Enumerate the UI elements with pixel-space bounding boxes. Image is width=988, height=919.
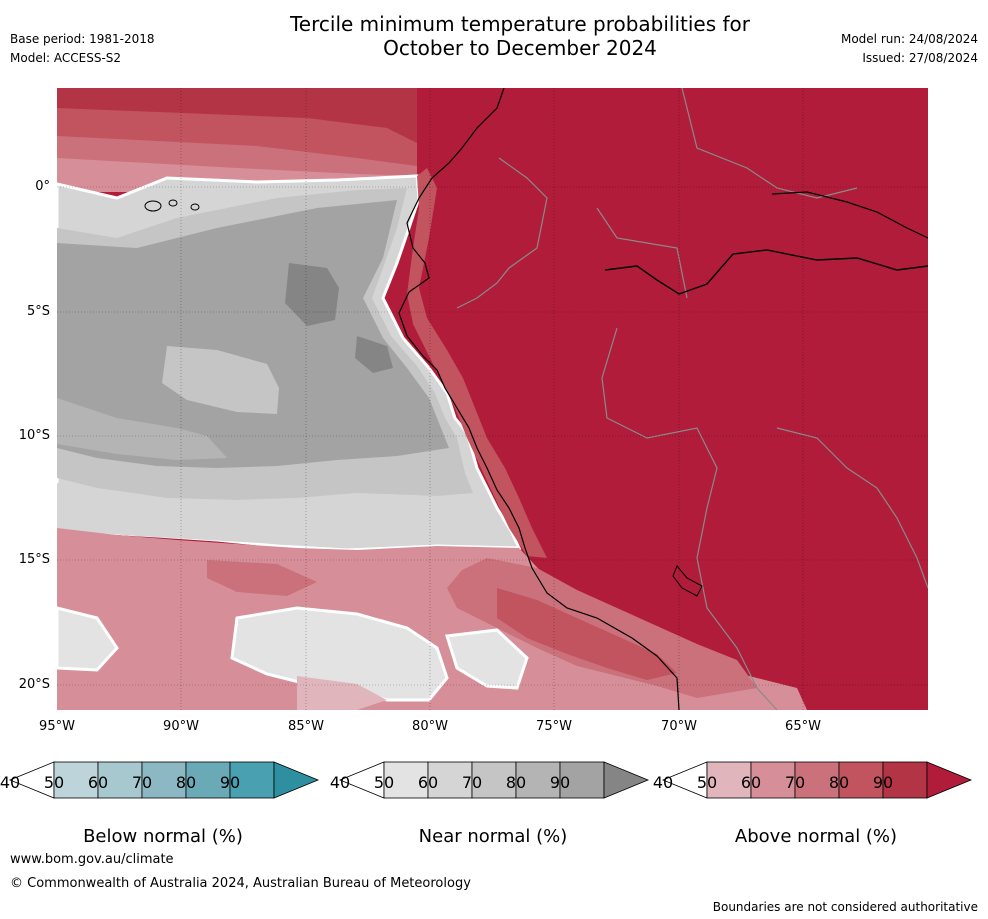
lon-tick-75w: 75°W [536,719,572,734]
colorbar-above-normal-tick-70: 70 [784,773,806,792]
colorbar-below-normal [8,761,320,799]
colorbar-above-normal-segment-4 [882,761,928,799]
colorbar-above-normal-tick-50: 50 [696,773,718,792]
above-normal-south-light-2 [297,676,387,710]
near-normal-south-patch [230,606,449,702]
copyright-text: © Commonwealth of Australia 2024, Austra… [10,876,471,891]
lon-tick-90w: 90°W [163,719,199,734]
colorbar-near-normal-segment-2 [471,761,517,799]
bom-url-link[interactable]: www.bom.gov.au/climate [10,852,174,867]
colorbars [8,761,973,799]
model-text: Model: ACCESS-S2 [10,51,122,65]
colorbar-above-normal-tick-80: 80 [828,773,850,792]
colorbar-near-normal-segment-4 [559,761,605,799]
colorbar-above-normal-tick-40: 40 [652,773,674,792]
base-period-text: Base period: 1981-2018 [10,32,155,46]
country-borders [456,88,928,710]
colorbar-near-normal-tick-60: 60 [417,773,439,792]
near-normal-light-patch-2 [57,398,227,460]
colorbar-below-normal-segment-1 [97,761,143,799]
colorbar-above-normal-high-extend [926,761,973,799]
colorbar-above-normal-tick-60: 60 [740,773,762,792]
colorbar-below-normal-segment-4 [229,761,275,799]
lon-tick-65w: 65°W [785,719,821,734]
chart-title-line1: Tercile minimum temperature probabilitie… [289,12,751,36]
probability-map [57,88,928,710]
lat-tick-20s: 20°S [18,677,50,692]
near-normal-light-patch-1 [162,346,279,414]
above-normal-south-band-70 [497,588,677,680]
colorbar-near-normal-tick-40: 40 [329,773,351,792]
gridlines [57,88,928,710]
colorbar-below-normal-title: Below normal (%) [83,826,243,847]
model-run-text: Model run: 24/08/2024 [840,32,978,46]
lon-tick-95w: 95°W [39,719,75,734]
colorbar-below-normal-tick-40: 40 [0,773,21,792]
near-normal-dark-patch-2 [355,336,393,373]
colorbar-below-normal-segment-0 [53,761,99,799]
colorbar-below-normal-segment-3 [185,761,231,799]
chart-title: Tercile minimum temperature probabilitie… [200,12,840,60]
chart-title-line2: October to December 2024 [383,36,657,60]
amazon-river-north [771,191,928,239]
near-normal-light-patch-3 [57,483,517,548]
colorbar-above-normal-segment-0 [706,761,752,799]
lat-tick-15s: 15°S [18,552,50,567]
colorbar-below-normal-tick-70: 70 [131,773,153,792]
galapagos-island-1 [144,200,162,212]
near-normal-south-patch-2 [445,628,529,690]
colorbar-above-normal-segment-3 [838,761,884,799]
disclaimer-text: Boundaries are not considered authoritat… [712,900,978,914]
colorbar-above-normal-title: Above normal (%) [734,826,898,847]
colorbar-near-normal-title: Near normal (%) [418,826,568,847]
galapagos-island-3 [190,203,200,211]
colorbar-below-normal-tick-50: 50 [43,773,65,792]
amazon-river [604,249,928,295]
colorbar-near-normal-tick-90: 90 [549,773,571,792]
above-normal-south-band-60 [207,560,317,596]
lake-titicaca [672,565,703,597]
lon-tick-85w: 85°W [288,719,324,734]
near-normal-dark-patch-1 [285,263,339,326]
issued-text: Issued: 27/08/2024 [862,51,978,65]
lat-tick-5s: 5°S [26,304,50,319]
colorbar-below-normal-segment-2 [141,761,187,799]
above-normal-south-light-1 [57,606,119,672]
lon-tick-80w: 80°W [412,719,448,734]
colorbar-above-normal [661,761,973,799]
lat-tick-10s: 10°S [18,428,50,443]
above-normal-south-band-60-coast [447,558,757,698]
lon-tick-70w: 70°W [661,719,697,734]
colorbar-near-normal-segment-3 [515,761,561,799]
colorbar-near-normal-segment-0 [383,761,429,799]
coastline [398,88,680,710]
colorbar-near-normal-high-extend [603,761,650,799]
colorbar-above-normal-segment-1 [750,761,796,799]
colorbar-below-normal-high-extend [273,761,320,799]
colorbar-below-normal-tick-80: 80 [175,773,197,792]
colorbar-near-normal-tick-70: 70 [461,773,483,792]
coastal-gradient-band [407,168,547,558]
colorbar-near-normal [338,761,650,799]
lat-tick-0: 0° [35,179,50,194]
colorbar-near-normal-tick-50: 50 [373,773,395,792]
colorbar-below-normal-tick-90: 90 [219,773,241,792]
colorbar-near-normal-tick-80: 80 [505,773,527,792]
colorbar-above-normal-tick-90: 90 [872,773,894,792]
colorbar-below-normal-tick-60: 60 [87,773,109,792]
galapagos-island-2 [168,199,178,207]
near-normal-band-70 [57,200,449,468]
